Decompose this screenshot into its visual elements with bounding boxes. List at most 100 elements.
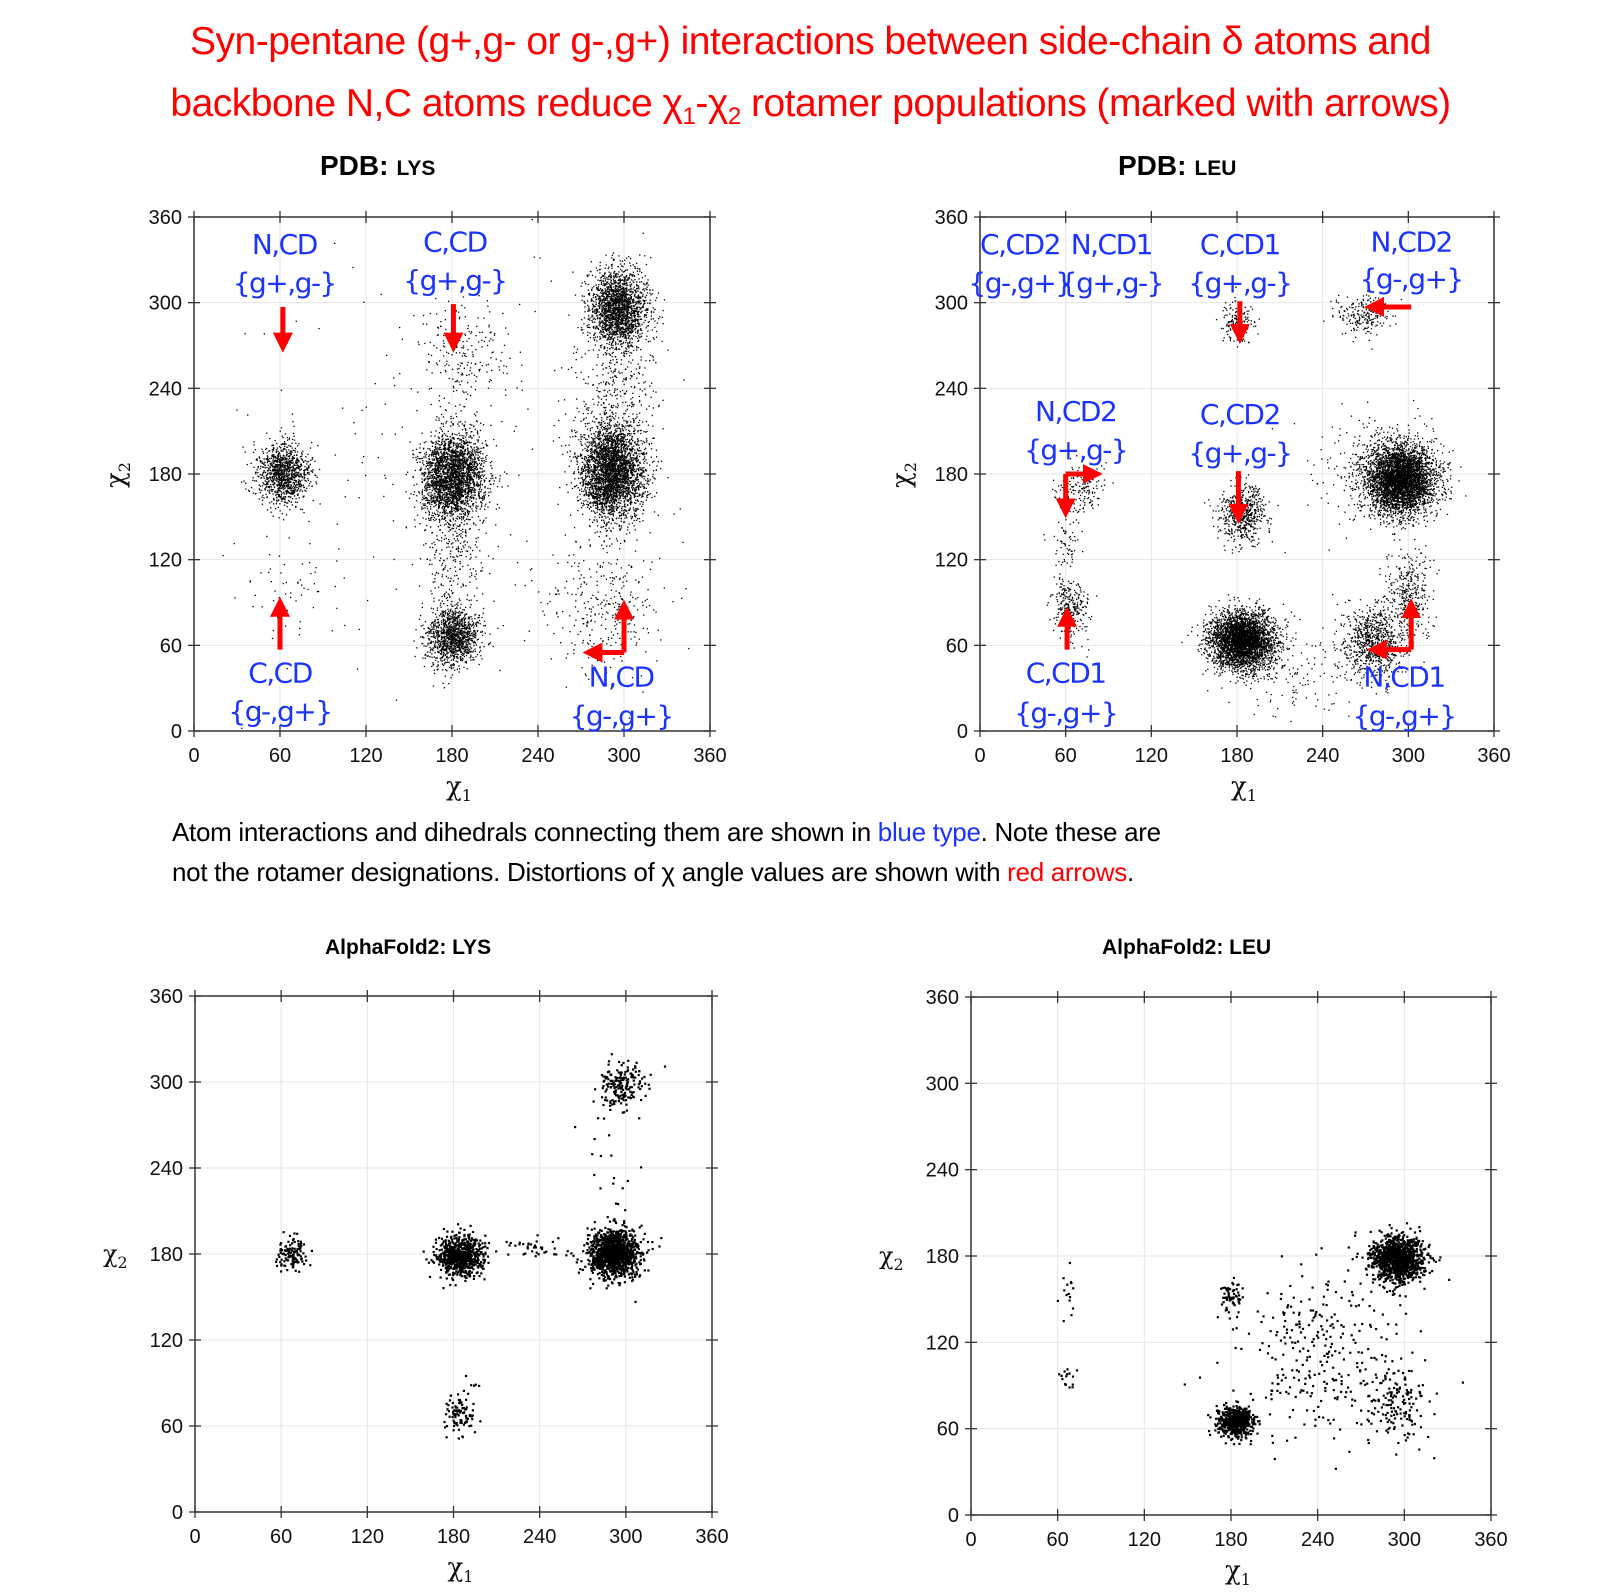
data-point [615, 425, 617, 427]
data-point [283, 479, 285, 481]
data-point [446, 506, 449, 508]
data-point [481, 463, 483, 465]
data-point [461, 446, 463, 449]
data-point [647, 478, 649, 480]
data-point [435, 471, 438, 473]
data-point [429, 448, 431, 450]
data-point [461, 484, 463, 486]
data-point [307, 461, 310, 463]
data-point [459, 465, 461, 467]
data-point [297, 473, 299, 475]
data-point [300, 475, 302, 477]
data-point [430, 474, 432, 476]
data-point [461, 472, 463, 474]
data-point [480, 489, 483, 491]
data-point [638, 517, 641, 520]
data-point [608, 422, 611, 424]
data-point [430, 435, 432, 437]
data-point [471, 431, 473, 433]
data-point [446, 473, 448, 475]
data-point [275, 473, 277, 475]
data-point [261, 448, 263, 450]
data-point [455, 443, 457, 445]
data-point [468, 488, 471, 490]
data-point [282, 484, 284, 487]
data-point [424, 484, 427, 487]
data-point [462, 513, 465, 515]
data-point [278, 475, 280, 477]
data-point [595, 436, 597, 439]
data-point [290, 478, 292, 480]
data-point [285, 458, 287, 461]
data-point [469, 490, 471, 492]
data-point [428, 517, 430, 519]
data-point [445, 409, 447, 411]
data-point [463, 489, 465, 491]
data-point [475, 524, 477, 526]
data-point [273, 460, 276, 462]
data-point [296, 473, 298, 475]
data-point [459, 489, 461, 491]
data-point [447, 484, 449, 486]
data-point [476, 451, 479, 454]
data-point [288, 474, 290, 477]
data-point [276, 472, 278, 474]
data-point [626, 494, 629, 496]
data-point [289, 480, 291, 482]
data-point [471, 466, 473, 468]
data-point [460, 519, 463, 521]
data-point [460, 535, 462, 537]
data-point [460, 508, 462, 511]
data-point [278, 466, 280, 468]
data-point [281, 498, 283, 500]
data-point [455, 470, 457, 472]
data-point [475, 505, 477, 507]
data-point [276, 480, 278, 482]
data-point [599, 498, 601, 500]
data-point [444, 459, 446, 461]
data-point [302, 461, 305, 463]
data-point [441, 492, 444, 494]
data-point [436, 451, 438, 454]
data-point [478, 497, 481, 499]
data-point [310, 470, 312, 472]
data-point [454, 487, 457, 489]
data-point [478, 492, 480, 494]
data-point [474, 457, 476, 459]
data-point [452, 490, 455, 492]
data-point [265, 484, 267, 486]
data-point [435, 455, 437, 457]
data-point [463, 547, 465, 549]
data-point [452, 473, 454, 475]
data-point [469, 455, 472, 457]
data-point [461, 486, 463, 489]
data-point [462, 437, 465, 439]
data-point [471, 454, 473, 457]
data-point [301, 453, 303, 455]
data-point [464, 491, 466, 493]
data-point [275, 469, 277, 471]
data-point [426, 485, 428, 487]
data-point [647, 424, 650, 426]
data-point [452, 524, 454, 526]
data-point [483, 497, 485, 499]
data-point [462, 445, 464, 447]
data-point [471, 491, 473, 493]
data-point [433, 455, 435, 457]
data-point [473, 465, 475, 467]
data-point [417, 455, 419, 458]
data-point [465, 481, 467, 483]
data-point [442, 478, 444, 480]
data-point [427, 464, 429, 466]
data-point [439, 448, 442, 451]
data-point [440, 483, 442, 485]
data-point [303, 473, 305, 475]
data-point [412, 449, 414, 452]
data-point [458, 432, 460, 434]
data-point [258, 456, 260, 458]
data-point [466, 466, 469, 469]
data-point [456, 497, 458, 500]
data-point [444, 516, 446, 518]
data-point [273, 466, 275, 468]
data-point [584, 466, 586, 468]
